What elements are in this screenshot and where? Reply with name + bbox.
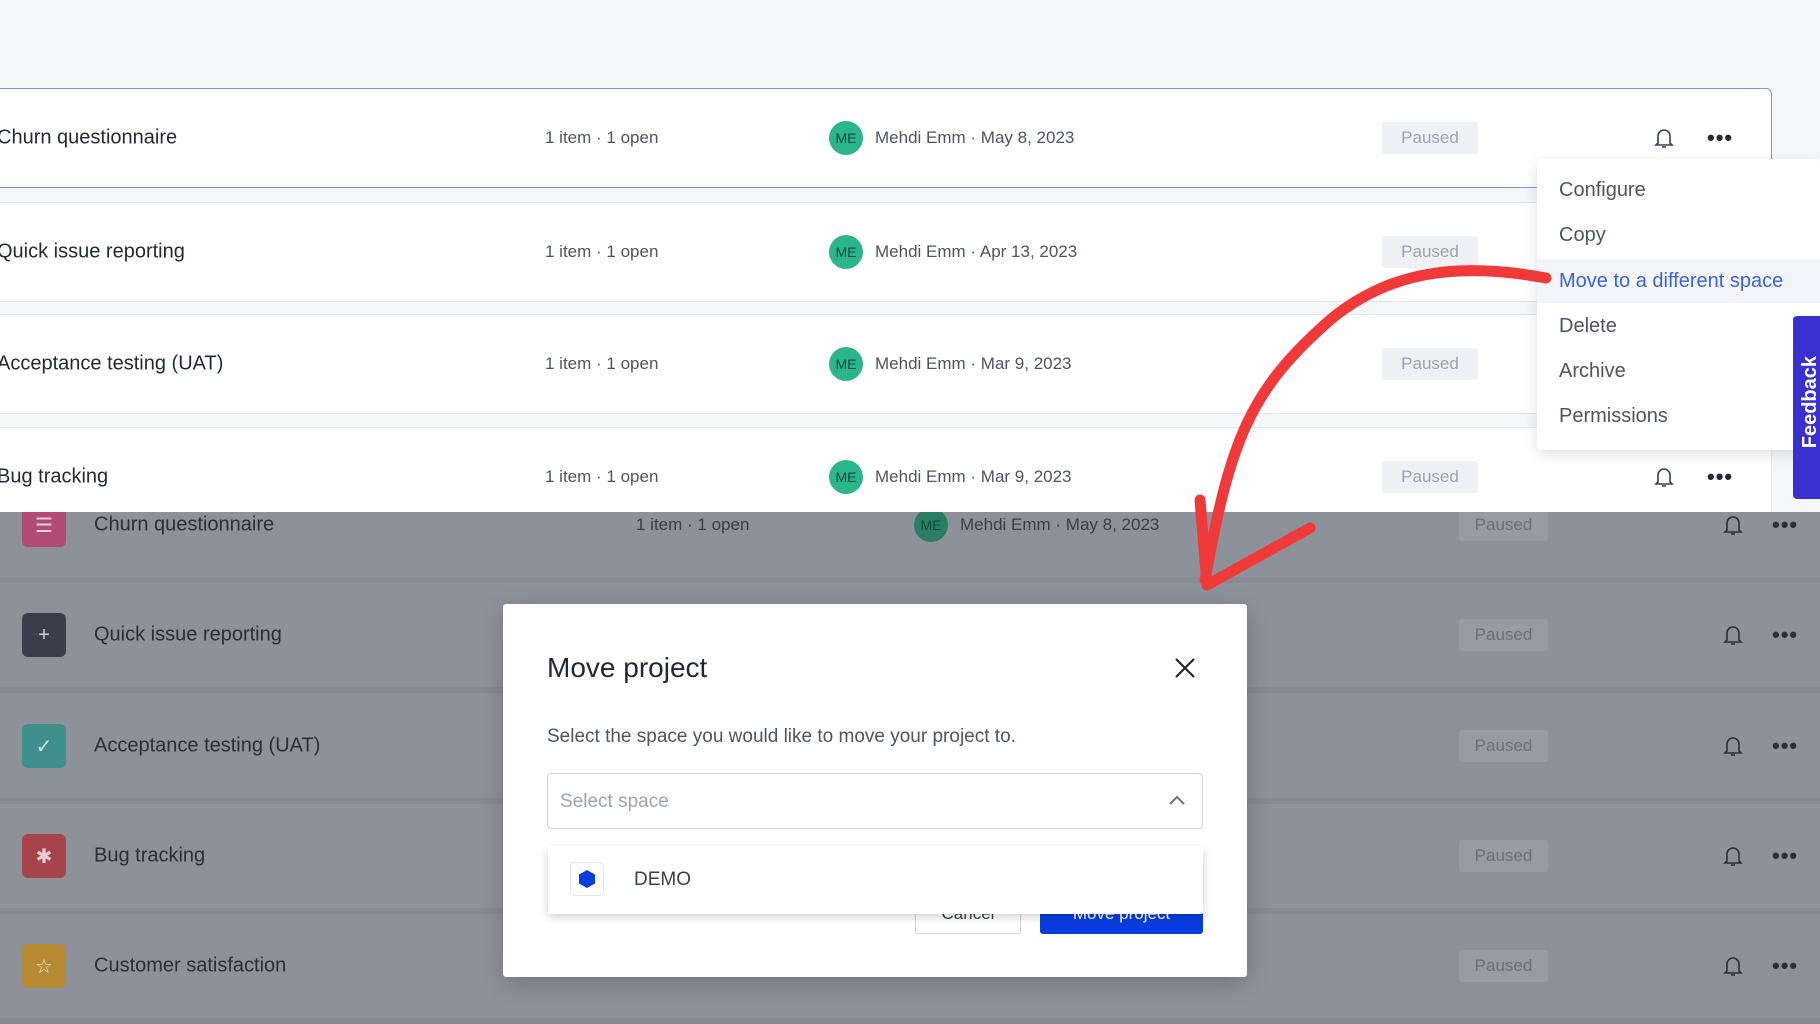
more-options-button[interactable]: ••• [1772, 843, 1799, 868]
move-project-dialog: Move project Select the space you would … [503, 604, 1247, 977]
status-badge: Paused [1382, 236, 1478, 268]
avatar: ME [914, 512, 948, 542]
menu-item-move[interactable]: Move to a different space [1537, 259, 1820, 303]
capture-plus-icon: + [22, 613, 66, 657]
status-badge: Paused [1459, 512, 1548, 541]
project-row-churn[interactable]: Churn questionnaire 1 item · 1 open ME M… [0, 88, 1772, 188]
status-badge: Paused [1382, 461, 1478, 493]
space-dropdown: DEMO [548, 846, 1203, 914]
bell-icon[interactable] [1722, 513, 1744, 537]
hexagon-icon [570, 862, 604, 896]
project-title: Acceptance testing (UAT) [0, 352, 224, 375]
bell-icon[interactable] [1653, 465, 1675, 489]
menu-item-permissions[interactable]: Permissions [1559, 404, 1668, 427]
menu-item-copy[interactable]: Copy [1559, 223, 1606, 246]
bell-icon[interactable] [1722, 954, 1744, 978]
status-badge: Paused [1459, 730, 1548, 762]
project-title: Churn questionnaire [94, 513, 275, 536]
status-badge: Paused [1459, 619, 1548, 651]
more-options-button[interactable]: ••• [1707, 464, 1734, 489]
bell-icon[interactable] [1722, 844, 1744, 868]
badge-check-icon: ✓ [22, 724, 66, 768]
project-row-churn[interactable]: ☰ Churn questionnaire 1 item · 1 open ME… [0, 512, 1820, 583]
bug-icon: ✱ [22, 834, 66, 878]
avatar: ME [829, 460, 863, 494]
bell-icon[interactable] [1653, 126, 1675, 150]
item-count: 1 item · 1 open [636, 515, 750, 534]
feedback-tab[interactable]: Feedback [1793, 316, 1820, 499]
project-title: Customer satisfaction [94, 954, 287, 977]
project-title: Acceptance testing (UAT) [94, 734, 321, 757]
dialog-subtitle: Select the space you would like to move … [547, 726, 1016, 747]
project-title: Bug tracking [0, 465, 109, 488]
project-row-bug[interactable]: Bug tracking 1 item · 1 open ME Mehdi Em… [0, 427, 1772, 512]
bell-icon[interactable] [1722, 623, 1744, 647]
bell-icon[interactable] [1722, 734, 1744, 758]
context-menu: Configure Copy Move to a different space… [1537, 159, 1820, 450]
project-row-customer-satisfaction[interactable]: ☆ Customer satisfaction Paused ••• [0, 914, 1820, 1024]
owner-date: Mehdi Emm · May 8, 2023 [960, 515, 1160, 534]
project-row-quick-issue[interactable]: Quick issue reporting 1 item · 1 open ME… [0, 202, 1772, 302]
status-badge: Paused [1382, 348, 1478, 380]
dialog-title: Move project [547, 652, 708, 683]
more-options-button[interactable]: ••• [1772, 953, 1799, 978]
feedback-label: Feedback [1799, 356, 1820, 449]
more-options-button[interactable]: ••• [1772, 733, 1799, 758]
more-options-button[interactable]: ••• [1707, 125, 1734, 150]
avatar: ME [829, 347, 863, 381]
space-select[interactable]: Select space [547, 773, 1203, 829]
select-placeholder: Select space [560, 791, 669, 812]
close-icon[interactable] [1171, 654, 1199, 682]
avatar: ME [829, 121, 863, 155]
status-badge: Paused [1459, 950, 1548, 982]
project-title: Churn questionnaire [0, 126, 178, 149]
item-count: 1 item · 1 open [545, 128, 659, 147]
status-badge: Paused [1382, 122, 1478, 154]
menu-item-delete[interactable]: Delete [1559, 314, 1617, 337]
menu-item-configure[interactable]: Configure [1559, 178, 1646, 201]
project-title: Quick issue reporting [0, 240, 185, 263]
option-label: DEMO [634, 869, 691, 890]
star-icon: ☆ [22, 944, 66, 988]
avatar: ME [829, 235, 863, 269]
owner-date: Mehdi Emm · Mar 9, 2023 [875, 467, 1072, 486]
item-count: 1 item · 1 open [545, 354, 659, 373]
chevron-up-icon [1169, 795, 1185, 805]
menu-item-archive[interactable]: Archive [1559, 359, 1626, 382]
owner-date: Mehdi Emm · Apr 13, 2023 [875, 242, 1078, 261]
more-options-button[interactable]: ••• [1772, 512, 1799, 537]
item-count: 1 item · 1 open [545, 467, 659, 486]
more-options-button[interactable]: ••• [1772, 622, 1799, 647]
status-badge: Paused [1459, 840, 1548, 872]
owner-date: Mehdi Emm · Mar 9, 2023 [875, 354, 1072, 373]
list-icon: ☰ [22, 512, 66, 547]
owner-date: Mehdi Emm · May 8, 2023 [875, 128, 1075, 147]
project-row-uat[interactable]: Acceptance testing (UAT) 1 item · 1 open… [0, 314, 1772, 414]
project-title: Quick issue reporting [94, 623, 282, 646]
project-title: Bug tracking [94, 844, 206, 867]
item-count: 1 item · 1 open [545, 242, 659, 261]
